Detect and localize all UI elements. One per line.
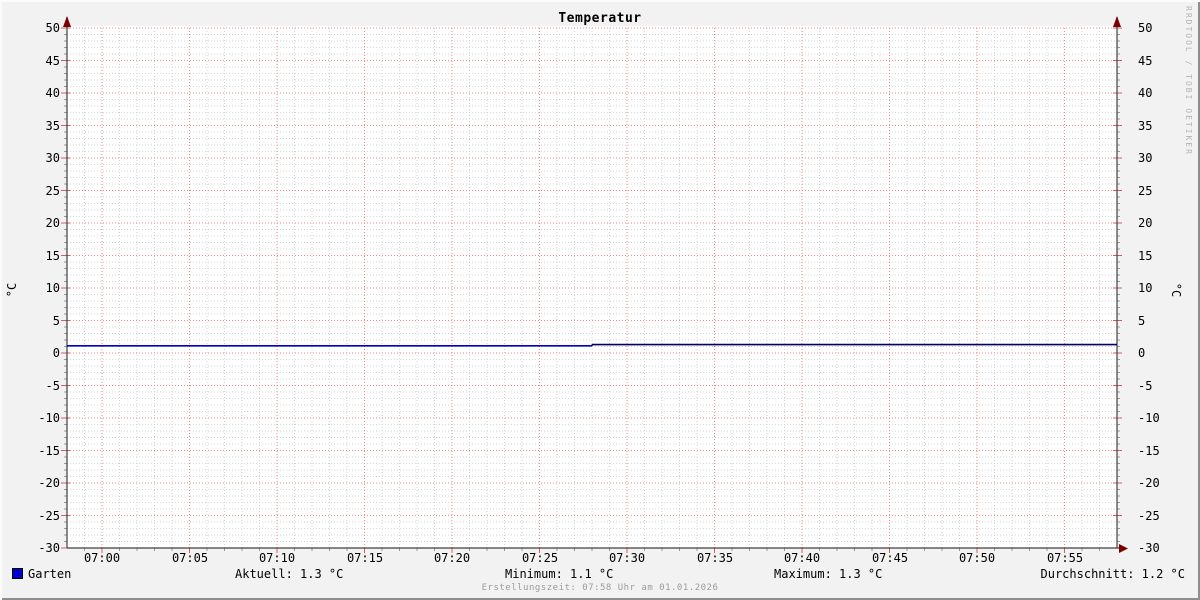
chart-title: Temperatur — [558, 11, 642, 26]
legend-series-label: Garten — [28, 567, 72, 581]
x-tick-label: 07:45 — [871, 551, 909, 565]
y-tick-label-right: 5 — [1138, 314, 1146, 328]
y-tick-label-left: 50 — [45, 21, 60, 35]
y-tick-label-left: 25 — [45, 184, 60, 198]
stat-minimum: Minimum: 1.1 °C — [505, 567, 614, 581]
y-tick-label-left: 30 — [45, 151, 60, 165]
axes — [66, 17, 1123, 549]
y-tick-label-right: 10 — [1138, 281, 1153, 295]
y-tick-label-right: 35 — [1138, 119, 1153, 133]
x-tick-label: 07:10 — [258, 551, 296, 565]
y-tick-label-left: 0 — [52, 346, 60, 360]
x-tick-label: 07:00 — [83, 551, 121, 565]
y-tick-label-right: 30 — [1138, 151, 1153, 165]
rrdtool-watermark: RRDTOOL / TOBI OETIKER — [1184, 6, 1193, 156]
y-tick-label-left: 20 — [45, 216, 60, 230]
y-tick-label-left: 5 — [52, 314, 60, 328]
y-axis-arrow-right — [1113, 16, 1121, 27]
creation-timestamp: Erstellungszeit: 07:58 Uhr am 01.01.2026 — [481, 583, 719, 593]
y-tick-label-right: 20 — [1138, 216, 1153, 230]
x-axis-arrow — [1119, 544, 1128, 553]
x-tick-label: 07:50 — [958, 551, 996, 565]
y-tick-label-right: 45 — [1138, 54, 1153, 68]
y-tick-label-left: 35 — [45, 119, 60, 133]
y-tick-label-right: -25 — [1138, 509, 1160, 523]
y-tick-label-left: 45 — [45, 54, 60, 68]
y-tick-label-right: -10 — [1138, 411, 1160, 425]
y-tick-label-right: -20 — [1138, 476, 1160, 490]
y-tick-label-right: 50 — [1138, 21, 1153, 35]
y-tick-label-left: -15 — [38, 444, 60, 458]
x-tick-label: 07:40 — [783, 551, 821, 565]
y-tick-label-left: 40 — [45, 86, 60, 100]
stat-maximum: Maximum: 1.3 °C — [774, 567, 883, 581]
x-tick-label: 07:35 — [696, 551, 734, 565]
x-tick-label: 07:20 — [433, 551, 471, 565]
y-tick-label-right: 25 — [1138, 184, 1153, 198]
y-tick-label-right: 0 — [1138, 346, 1146, 360]
y-tick-label-left: -20 — [38, 476, 60, 490]
x-tick-label: 07:15 — [346, 551, 384, 565]
stat-aktuell: Aktuell: 1.3 °C — [235, 567, 344, 581]
y-axis-arrow-left — [63, 16, 71, 27]
y-tick-label-right: -15 — [1138, 444, 1160, 458]
series-line-garten-tail — [591, 343, 1117, 346]
y-tick-label-right: -5 — [1138, 379, 1153, 393]
stat-durchschnitt: Durchschnitt: 1.2 °C — [1040, 567, 1186, 581]
y-tick-label-left: -5 — [45, 379, 60, 393]
y-tick-label-left: 15 — [45, 249, 60, 263]
y-tick-label-left: 10 — [45, 281, 60, 295]
y-tick-label-left: -10 — [38, 411, 60, 425]
y-tick-label-right: 15 — [1138, 249, 1153, 263]
x-tick-label: 07:30 — [608, 551, 646, 565]
y-tick-label-left: -25 — [38, 509, 60, 523]
legend-swatch — [12, 568, 23, 579]
y-tick-label-right: 40 — [1138, 86, 1153, 100]
x-tick-label: 07:05 — [171, 551, 209, 565]
x-tick-label: 07:55 — [1046, 551, 1084, 565]
y-tick-label-right: -30 — [1138, 541, 1160, 555]
x-tick-label: 07:25 — [521, 551, 559, 565]
minor-ticks — [64, 34, 1120, 551]
y-tick-label-left: -30 — [38, 541, 60, 555]
